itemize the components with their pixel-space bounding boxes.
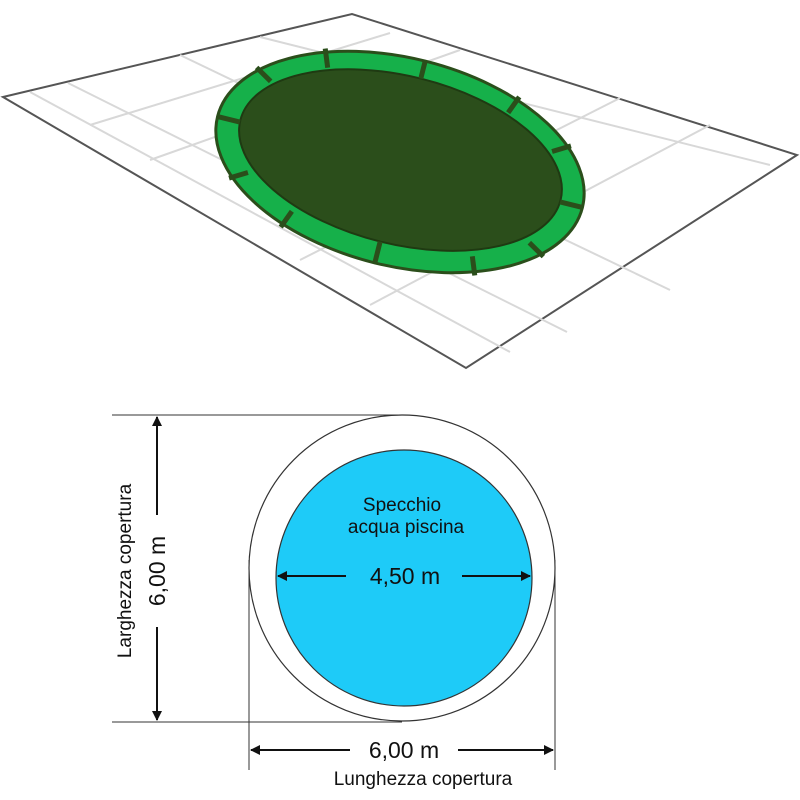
cover-straps: [216, 48, 584, 276]
pool-water: [275, 449, 533, 707]
width-dimension: 6,00 m Larghezza copertura: [112, 414, 402, 723]
water-label-line1: Specchio: [363, 495, 441, 516]
perspective-view: [0, 12, 800, 370]
plan-view: Specchio acqua piscina 4,50 m 6,00 m Lar…: [112, 414, 556, 790]
width-value: 6,00 m: [144, 536, 170, 606]
length-dimension: 6,00 m Lunghezza copertura: [248, 560, 556, 790]
length-value: 6,00 m: [369, 737, 439, 763]
water-label-line2: acqua piscina: [348, 517, 465, 538]
water-diameter: 4,50 m: [370, 563, 440, 589]
width-label: Larghezza copertura: [115, 483, 136, 658]
length-label: Lunghezza copertura: [334, 769, 513, 790]
